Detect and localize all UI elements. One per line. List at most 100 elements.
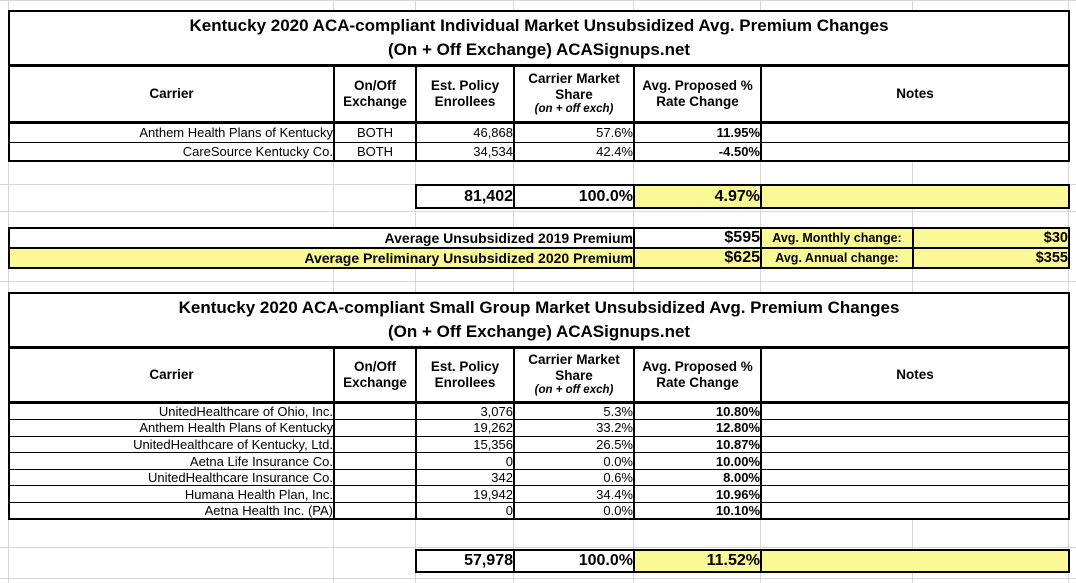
header-rate-change[interactable]: Avg. Proposed % Rate Change: [633, 65, 762, 123]
enrollees-cell[interactable]: 19,942: [415, 485, 515, 504]
carrier-cell[interactable]: UnitedHealthcare of Kentucky, Ltd.: [8, 435, 335, 454]
exchange-cell[interactable]: BOTH: [333, 141, 417, 162]
header-enrollees[interactable]: Est. Policy Enrollees: [415, 347, 515, 403]
total-notes-cell[interactable]: [760, 549, 1070, 573]
notes-cell[interactable]: [760, 468, 1070, 487]
exchange-cell[interactable]: [333, 402, 417, 421]
exchange-cell[interactable]: [333, 485, 417, 504]
notes-cell[interactable]: [760, 435, 1070, 454]
rate-change-cell[interactable]: 11.95%: [633, 122, 762, 143]
header-enrollees[interactable]: Est. Policy Enrollees: [415, 65, 515, 123]
gridline-vertical: [1068, 0, 1069, 583]
header-market-share-sub: (on + off exch): [534, 103, 614, 116]
notes-cell[interactable]: [760, 402, 1070, 421]
notes-cell[interactable]: [760, 419, 1070, 437]
carrier-data-row: CareSource Kentucky Co. BOTH 34,534 42.4…: [8, 141, 1070, 162]
header-carrier[interactable]: Carrier: [8, 65, 335, 123]
market-share-cell[interactable]: 0.0%: [513, 452, 635, 470]
premium-2019-value[interactable]: $595: [633, 227, 762, 249]
exchange-cell[interactable]: [333, 435, 417, 454]
header-market-share[interactable]: Carrier Market Share (on + off exch): [513, 347, 635, 403]
rate-change-cell[interactable]: 10.10%: [633, 502, 762, 520]
annual-change-value[interactable]: $355: [912, 247, 1070, 269]
header-market-share[interactable]: Carrier Market Share (on + off exch): [513, 65, 635, 123]
carrier-cell[interactable]: CareSource Kentucky Co.: [8, 141, 335, 162]
monthly-change-value[interactable]: $30: [912, 227, 1070, 249]
carrier-cell[interactable]: Anthem Health Plans of Kentucky: [8, 419, 335, 437]
exchange-cell[interactable]: [333, 468, 417, 487]
header-market-share-sub: (on + off exch): [534, 384, 614, 397]
total-share-cell[interactable]: 100.0%: [513, 549, 635, 573]
premium-2020-row: Average Preliminary Unsubsidized 2020 Pr…: [8, 247, 1070, 269]
enrollees-cell[interactable]: 15,356: [415, 435, 515, 454]
carrier-cell[interactable]: Anthem Health Plans of Kentucky: [8, 122, 335, 143]
rate-change-cell[interactable]: 10.87%: [633, 435, 762, 454]
header-rate-change[interactable]: Avg. Proposed % Rate Change: [633, 347, 762, 403]
table-title-line1: Kentucky 2020 ACA-compliant Small Group …: [178, 298, 900, 317]
gridline-vertical: [633, 0, 634, 583]
enrollees-cell[interactable]: 34,534: [415, 141, 515, 162]
enrollees-cell[interactable]: 19,262: [415, 419, 515, 437]
notes-cell[interactable]: [760, 502, 1070, 520]
total-notes-cell[interactable]: [760, 184, 1070, 209]
header-notes[interactable]: Notes: [759, 347, 1071, 403]
enrollees-cell[interactable]: 0: [415, 502, 515, 520]
gridline-horizontal: [0, 578, 1076, 579]
total-rate-cell[interactable]: 4.97%: [633, 184, 762, 209]
header-notes[interactable]: Notes: [759, 65, 1071, 123]
market-share-cell[interactable]: 0.0%: [513, 502, 635, 520]
exchange-cell[interactable]: [333, 419, 417, 437]
enrollees-cell[interactable]: 3,076: [415, 402, 515, 421]
header-carrier[interactable]: Carrier: [8, 347, 335, 403]
exchange-cell[interactable]: [333, 452, 417, 470]
carrier-cell[interactable]: Humana Health Plan, Inc.: [8, 485, 335, 504]
premium-2020-label[interactable]: Average Preliminary Unsubsidized 2020 Pr…: [8, 247, 635, 269]
total-enrollees-cell[interactable]: 57,978: [415, 549, 515, 573]
premium-2019-label[interactable]: Average Unsubsidized 2019 Premium: [8, 227, 635, 249]
market-share-cell[interactable]: 57.6%: [513, 122, 635, 143]
enrollees-cell[interactable]: 46,868: [415, 122, 515, 143]
market-share-cell[interactable]: 5.3%: [513, 402, 635, 421]
monthly-change-label[interactable]: Avg. Monthly change:: [760, 227, 914, 249]
table-title-cell[interactable]: Kentucky 2020 ACA-compliant Individual M…: [7, 10, 1071, 67]
total-share-cell[interactable]: 100.0%: [513, 184, 635, 209]
carrier-cell[interactable]: UnitedHealthcare Insurance Co.: [8, 468, 335, 487]
carrier-data-row: Aetna Health Inc. (PA) 0 0.0% 10.10%: [8, 502, 1070, 520]
market-share-cell[interactable]: 34.4%: [513, 485, 635, 504]
rate-change-cell[interactable]: 10.00%: [633, 452, 762, 470]
annual-change-label[interactable]: Avg. Annual change:: [760, 247, 914, 269]
carrier-cell[interactable]: Aetna Health Inc. (PA): [8, 502, 335, 520]
market-share-cell[interactable]: 33.2%: [513, 419, 635, 437]
header-exchange[interactable]: On/Off Exchange: [333, 65, 417, 123]
total-rate-cell[interactable]: 11.52%: [633, 549, 762, 573]
market-share-cell[interactable]: 42.4%: [513, 141, 635, 162]
exchange-cell[interactable]: BOTH: [333, 122, 417, 143]
market-share-cell[interactable]: 0.6%: [513, 468, 635, 487]
gridline-vertical: [333, 0, 334, 583]
notes-cell[interactable]: [760, 485, 1070, 504]
rate-change-cell[interactable]: 8.00%: [633, 468, 762, 487]
carrier-cell[interactable]: Aetna Life Insurance Co.: [8, 452, 335, 470]
header-exchange[interactable]: On/Off Exchange: [333, 347, 417, 403]
notes-cell[interactable]: [760, 141, 1070, 162]
carrier-cell[interactable]: UnitedHealthcare of Ohio, Inc.: [8, 402, 335, 421]
carrier-data-row: Anthem Health Plans of Kentucky BOTH 46,…: [8, 122, 1070, 143]
premium-summary: Average Unsubsidized 2019 Premium $595 A…: [8, 227, 1070, 269]
carrier-data-row: UnitedHealthcare of Ohio, Inc. 3,076 5.3…: [8, 402, 1070, 421]
rate-change-cell[interactable]: 10.80%: [633, 402, 762, 421]
exchange-cell[interactable]: [333, 502, 417, 520]
notes-cell[interactable]: [760, 122, 1070, 143]
market-share-cell[interactable]: 26.5%: [513, 435, 635, 454]
total-enrollees-cell[interactable]: 81,402: [415, 184, 515, 209]
carrier-data-row: UnitedHealthcare Insurance Co. 342 0.6% …: [8, 468, 1070, 487]
rate-change-cell[interactable]: 10.96%: [633, 485, 762, 504]
enrollees-cell[interactable]: 342: [415, 468, 515, 487]
notes-cell[interactable]: [760, 452, 1070, 470]
premium-2020-value[interactable]: $625: [633, 247, 762, 269]
title-row: Kentucky 2020 ACA-compliant Small Group …: [7, 292, 1071, 349]
small-group-table: Kentucky 2020 ACA-compliant Small Group …: [7, 292, 1071, 521]
enrollees-cell[interactable]: 0: [415, 452, 515, 470]
rate-change-cell[interactable]: -4.50%: [633, 141, 762, 162]
table-title-cell[interactable]: Kentucky 2020 ACA-compliant Small Group …: [7, 292, 1071, 349]
rate-change-cell[interactable]: 12.80%: [633, 419, 762, 437]
